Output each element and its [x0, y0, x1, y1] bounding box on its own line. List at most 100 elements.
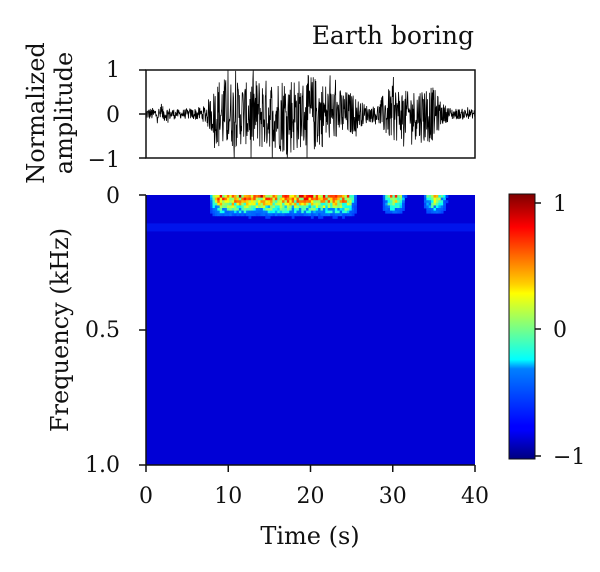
spectrogram-cell [238, 210, 242, 214]
spectrogram-cell [224, 210, 228, 214]
spectrogram-cell [351, 205, 355, 209]
spectrogram-cell [402, 195, 405, 198]
spectrogram-cell [315, 205, 319, 209]
spectrogram-cell [219, 210, 223, 214]
spectrogram-cell [332, 202, 336, 206]
spectrogram-cell [286, 197, 290, 201]
spectrogram-cell [394, 200, 398, 204]
spectrogram-cell [351, 210, 355, 214]
spectrogram-cell [296, 195, 300, 198]
spectrogram-cell [277, 202, 281, 206]
spectrogram-cell [222, 208, 225, 211]
waveform-ytick-label: −1 [88, 148, 120, 173]
spectrogram-cell [438, 200, 442, 204]
spectrogram-cell [255, 213, 259, 217]
spectrogram-cell [255, 200, 259, 204]
spectrogram-cell [392, 202, 396, 206]
spectrogram-cell [231, 195, 235, 198]
chart-title: Earth boring [312, 21, 474, 50]
spectrogram-cell [346, 202, 350, 206]
spectrogram-cell [282, 208, 285, 211]
spectrogram-cell [248, 210, 252, 214]
spectrogram-cell [265, 197, 269, 201]
spectrogram-cell [222, 213, 225, 217]
spectrogram-cell [224, 202, 228, 206]
spectrogram-cell [325, 213, 329, 217]
spectrogram-cell [392, 208, 396, 211]
spectrogram-cell [339, 202, 343, 206]
spectrogram-cell [392, 195, 396, 198]
spectrogram-cell [231, 205, 235, 209]
spectrogram-cell [322, 202, 326, 206]
spectrogram-cell [392, 205, 396, 209]
spectrogram-cell [342, 195, 345, 198]
spectrogram-cell [387, 202, 391, 206]
spectrogram-cell [433, 197, 437, 201]
spectrogram-cell [248, 208, 252, 211]
spectrogram-cell [351, 195, 355, 198]
spectrogram-cell [262, 197, 266, 201]
spectrogram-cell [289, 213, 293, 217]
spectrogram-cell [433, 200, 437, 204]
spectrogram-cell [342, 210, 345, 214]
spectrogram-cell [438, 208, 442, 211]
spectrogram-cell [255, 195, 259, 198]
spectrogram-cell [229, 210, 233, 214]
spectrogram-cell [334, 213, 338, 217]
spectrogram-cell [255, 210, 259, 214]
spectrogram-cell [330, 195, 333, 198]
spectrogram-cell [282, 213, 285, 217]
spectrogram-cell [431, 200, 434, 204]
spectrogram-cell [224, 208, 228, 211]
spectrogram-cell [313, 200, 317, 204]
spectrogram-cell [282, 202, 285, 206]
spectrogram-cell [330, 205, 333, 209]
spectrogram-cell [229, 197, 233, 201]
spectrogram-cell [433, 208, 437, 211]
spectrogram-cell [310, 200, 314, 204]
spectrogram-cell [399, 210, 403, 214]
spectrogram-cell [313, 195, 317, 198]
spectrogram-cell [423, 197, 427, 201]
spectrogram-cell [382, 208, 386, 211]
spectrogram-cell [426, 195, 430, 198]
spectrogram-cell [241, 208, 245, 211]
spectrogram-cell [238, 205, 242, 209]
spectrogram-cell [226, 197, 230, 201]
spectrogram-cell [342, 200, 345, 204]
spectrogram-cell [440, 202, 444, 206]
spectrogram-cell [222, 197, 225, 201]
spectrogram-cell [277, 197, 281, 201]
spectrogram-cell [397, 200, 401, 204]
spectrogram-cell [332, 195, 336, 198]
spectrogram-cell [229, 202, 233, 206]
spectrogram-cell [320, 200, 324, 204]
spectrogram-cell [219, 197, 223, 201]
spectrogram-cell [265, 215, 269, 219]
spectrogram-cell [322, 208, 326, 211]
spectrogram-cell [294, 210, 297, 214]
spectrogram-cell [443, 202, 446, 206]
spectrogram-cell [250, 195, 254, 198]
spectrogram-cell [284, 210, 288, 214]
spectrogram-cell [274, 208, 278, 211]
spectrogram-cell [274, 213, 278, 217]
spectrogram-cell [334, 210, 338, 214]
spectrogram-cell [306, 195, 309, 198]
spectrogram-cell [222, 202, 225, 206]
spectrogram-cell [435, 197, 439, 201]
spectrogram-cell [277, 208, 281, 211]
spectrogram-cell [435, 208, 439, 211]
spectrogram-cell [294, 205, 297, 209]
spectrogram-cell [279, 202, 283, 206]
spectrogram-cell [346, 210, 350, 214]
spectrogram-cell [212, 213, 216, 217]
spectrogram-cell [241, 210, 245, 214]
spectrogram-cell [327, 200, 331, 204]
spectrogram-cell [219, 208, 223, 211]
spectrogram-cell [217, 195, 221, 198]
x-axis-label: Time (s) [260, 522, 359, 550]
spectrogram-cell [222, 200, 225, 204]
spectrogram-cell [303, 210, 307, 214]
spectrogram-cell [298, 195, 302, 198]
